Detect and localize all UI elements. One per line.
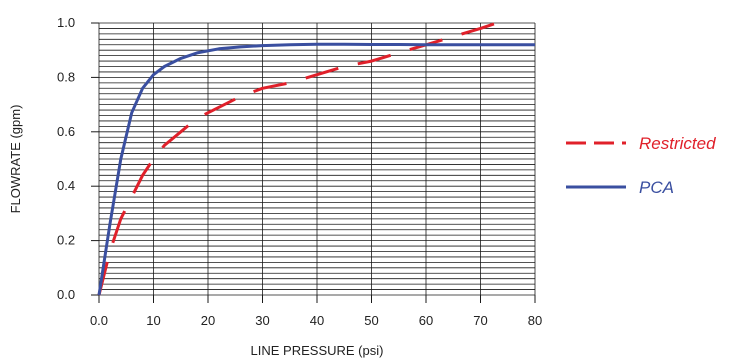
grid bbox=[91, 22, 536, 303]
y-tick-label: 1.0 bbox=[57, 15, 75, 30]
y-tick-label: 0.0 bbox=[57, 287, 75, 302]
y-tick-label: 0.2 bbox=[57, 233, 75, 248]
x-tick-label: 70 bbox=[473, 313, 487, 328]
x-tick-label: 40 bbox=[310, 313, 324, 328]
y-tick-label: 0.6 bbox=[57, 124, 75, 139]
series-line-restricted bbox=[97, 21, 498, 296]
x-tick-label: 10 bbox=[146, 313, 160, 328]
x-tick-label: 20 bbox=[201, 313, 215, 328]
x-axis-title: LINE PRESSURE (psi) bbox=[251, 343, 384, 358]
x-tick-label: 0.0 bbox=[90, 313, 108, 328]
x-tick-label: 60 bbox=[419, 313, 433, 328]
y-tick-label: 0.8 bbox=[57, 69, 75, 84]
legend-label-pca: PCA bbox=[639, 178, 674, 197]
x-tick-label: 50 bbox=[364, 313, 378, 328]
x-tick-label: 80 bbox=[528, 313, 542, 328]
x-tick-label: 30 bbox=[255, 313, 269, 328]
series-line-pca bbox=[97, 42, 535, 296]
tick-labels: 0.0 0.2 0.4 0.6 0.8 1.0 0.0 10 20 30 40 50 60 70 80 bbox=[57, 15, 542, 328]
legend: Restricted PCA bbox=[566, 134, 716, 197]
plot-area bbox=[97, 21, 535, 296]
y-tick-label: 0.4 bbox=[57, 178, 75, 193]
legend-label-restricted: Restricted bbox=[639, 134, 716, 153]
y-axis-title: FLOWRATE (gpm) bbox=[8, 105, 23, 214]
